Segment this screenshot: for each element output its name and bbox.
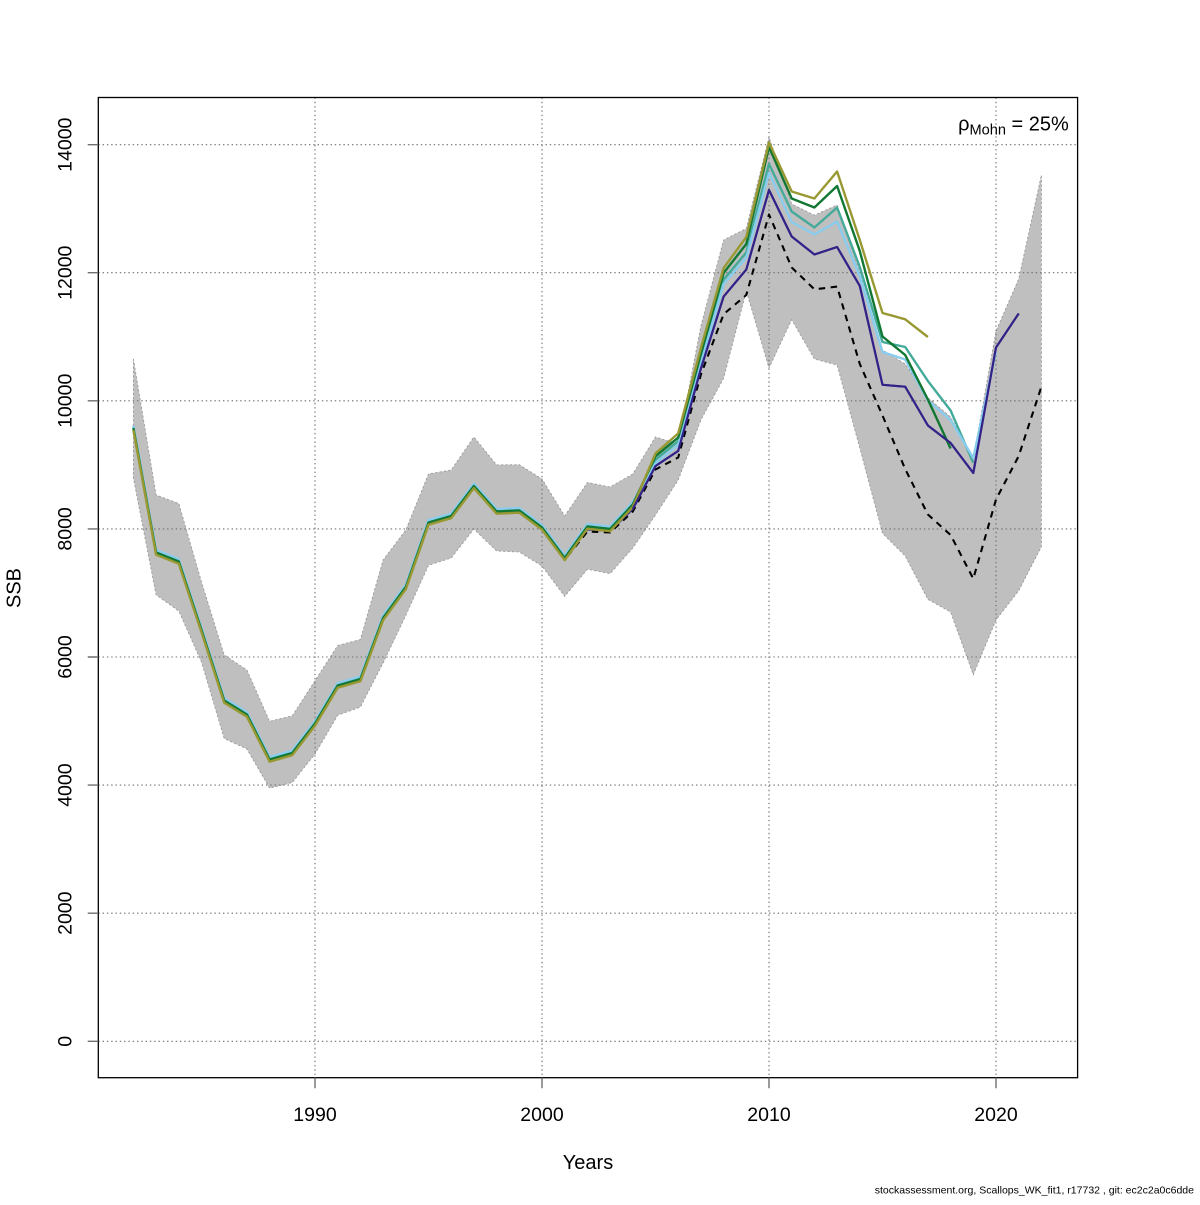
svg-text:14000: 14000 xyxy=(55,117,77,171)
svg-text:0: 0 xyxy=(55,1036,77,1047)
svg-text:10000: 10000 xyxy=(55,374,77,428)
svg-text:6000: 6000 xyxy=(55,635,77,679)
svg-text:2000: 2000 xyxy=(520,1104,564,1126)
svg-text:4000: 4000 xyxy=(55,763,77,807)
svg-text:SSB: SSB xyxy=(4,568,26,608)
svg-text:2020: 2020 xyxy=(974,1104,1018,1126)
svg-text:Years: Years xyxy=(563,1152,613,1174)
svg-text:2000: 2000 xyxy=(55,891,77,935)
svg-text:1990: 1990 xyxy=(293,1104,337,1126)
svg-text:8000: 8000 xyxy=(55,507,77,551)
svg-text:stockassessment.org, Scallops_: stockassessment.org, Scallops_WK_fit1, r… xyxy=(875,1185,1194,1197)
svg-text:2010: 2010 xyxy=(747,1104,791,1126)
svg-text:12000: 12000 xyxy=(55,245,77,299)
